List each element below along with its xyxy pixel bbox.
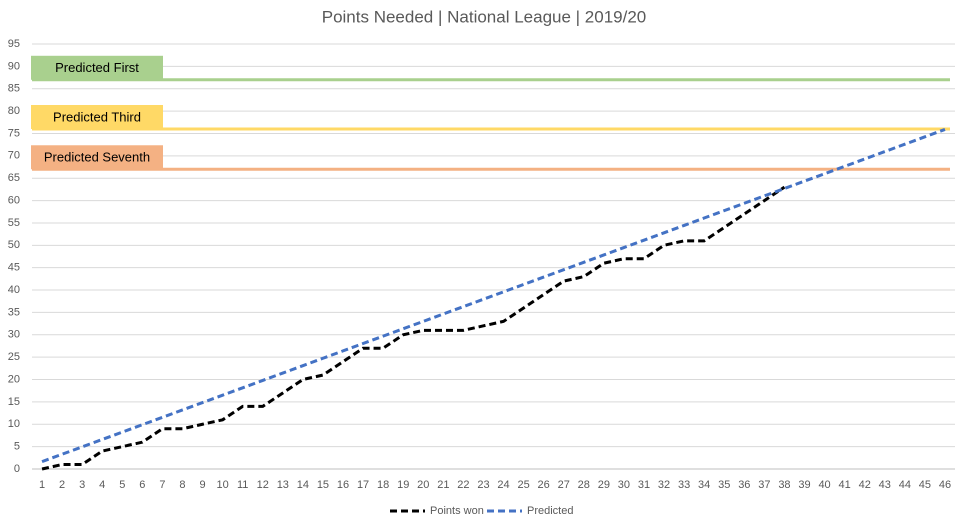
legend-label: Points won xyxy=(430,505,484,517)
x-tick-label: 35 xyxy=(718,479,730,491)
x-tick-label: 11 xyxy=(237,479,248,491)
x-tick-label: 20 xyxy=(417,479,429,491)
x-tick-label: 18 xyxy=(377,479,389,491)
x-tick-label: 7 xyxy=(159,479,165,491)
series-line xyxy=(41,185,786,471)
x-tick-label: 2 xyxy=(59,479,65,491)
x-tick-label: 5 xyxy=(119,479,125,491)
x-tick-label: 25 xyxy=(517,479,529,491)
y-tick-label: 50 xyxy=(8,239,20,251)
x-tick-label: 33 xyxy=(678,479,690,491)
y-tick-label: 95 xyxy=(8,38,20,50)
x-tick-label: 22 xyxy=(457,479,469,491)
x-tick-label: 21 xyxy=(437,479,449,491)
y-tick-label: 10 xyxy=(8,418,20,430)
y-tick-label: 60 xyxy=(8,194,20,206)
y-tick-label: 55 xyxy=(8,217,20,229)
x-tick-label: 6 xyxy=(139,479,145,491)
y-tick-label: 5 xyxy=(14,441,20,453)
x-tick-label: 32 xyxy=(658,479,670,491)
x-tick-label: 13 xyxy=(277,479,289,491)
y-tick-label: 35 xyxy=(8,306,20,318)
x-tick-label: 45 xyxy=(919,479,931,491)
x-tick-label: 30 xyxy=(618,479,630,491)
y-tick-label: 40 xyxy=(8,284,20,296)
x-tick-label: 40 xyxy=(818,479,830,491)
annotation-label: Predicted Third xyxy=(53,109,141,124)
x-tick-label: 3 xyxy=(79,479,85,491)
x-tick-label: 15 xyxy=(317,479,329,491)
y-tick-label: 85 xyxy=(8,83,20,95)
annotation-box xyxy=(31,105,163,129)
y-tick-label: 65 xyxy=(8,172,20,184)
x-tick-label: 36 xyxy=(738,479,750,491)
x-tick-label: 43 xyxy=(879,479,891,491)
y-tick-label: 25 xyxy=(8,351,20,363)
x-tick-label: 31 xyxy=(638,479,650,491)
x-tick-label: 9 xyxy=(199,479,205,491)
x-tick-label: 16 xyxy=(337,479,349,491)
y-tick-label: 70 xyxy=(8,150,20,162)
x-tick-label: 1 xyxy=(39,479,45,491)
y-tick-label: 80 xyxy=(8,105,20,117)
x-tick-label: 17 xyxy=(357,479,369,491)
legend-label: Predicted xyxy=(527,505,573,517)
x-tick-label: 27 xyxy=(558,479,570,491)
x-tick-label: 4 xyxy=(99,479,105,491)
annotation-box xyxy=(31,55,163,80)
x-tick-label: 12 xyxy=(257,479,269,491)
x-tick-label: 14 xyxy=(297,479,309,491)
y-tick-label: 90 xyxy=(8,60,20,72)
x-tick-label: 29 xyxy=(598,479,610,491)
x-tick-label: 37 xyxy=(758,479,770,491)
x-tick-label: 24 xyxy=(497,479,509,491)
x-tick-label: 39 xyxy=(798,479,810,491)
x-tick-label: 8 xyxy=(179,479,185,491)
x-tick-label: 19 xyxy=(397,479,409,491)
x-tick-label: 38 xyxy=(778,479,790,491)
y-tick-label: 30 xyxy=(8,329,20,341)
y-tick-label: 15 xyxy=(8,396,20,408)
x-tick-label: 41 xyxy=(839,479,851,491)
x-tick-label: 42 xyxy=(859,479,871,491)
y-tick-label: 75 xyxy=(8,127,20,139)
x-tick-label: 46 xyxy=(939,479,951,491)
annotation-box xyxy=(31,145,163,170)
x-tick-label: 44 xyxy=(899,479,911,491)
annotation-label: Predicted Seventh xyxy=(44,150,150,165)
x-tick-label: 23 xyxy=(477,479,489,491)
x-tick-label: 28 xyxy=(578,479,590,491)
annotation-label: Predicted First xyxy=(55,60,139,75)
x-tick-label: 34 xyxy=(698,479,710,491)
y-tick-label: 45 xyxy=(8,262,20,274)
chart-title: Points Needed | National League | 2019/2… xyxy=(322,7,647,26)
y-tick-label: 0 xyxy=(14,463,20,475)
y-tick-label: 20 xyxy=(8,373,20,385)
x-tick-label: 26 xyxy=(538,479,550,491)
x-tick-label: 10 xyxy=(216,479,228,491)
series-line xyxy=(41,128,946,464)
